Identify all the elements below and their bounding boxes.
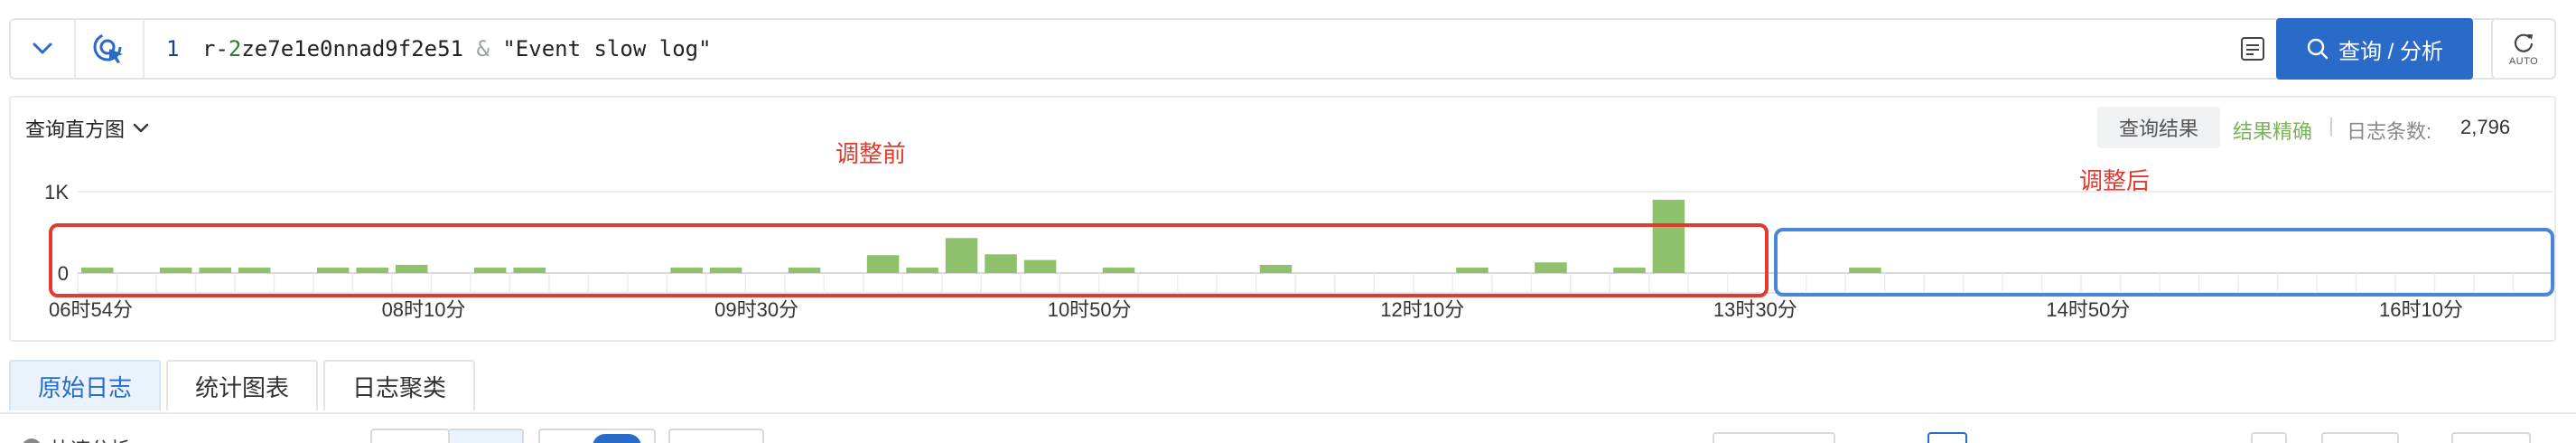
histogram-bar[interactable] (1102, 268, 1135, 273)
histogram-bar[interactable] (238, 268, 271, 273)
histogram-chart: 1K 0 06时54分 08时10分 09时30分 10时50分 12时10分 13时30分 1… (44, 181, 2554, 321)
x-tick-label: 06时54分 (49, 298, 133, 321)
query-text-suffix: "Event slow log" (489, 36, 712, 61)
radar-cursor-icon (93, 33, 123, 63)
refresh-icon (2514, 33, 2534, 52)
histogram-bar[interactable] (1535, 262, 1567, 273)
fast-analysis-toggle[interactable]: 快速分析 (22, 434, 130, 443)
view-mode-table[interactable] (370, 429, 450, 443)
histogram-bar[interactable] (316, 268, 350, 273)
page-jump-button[interactable] (2451, 432, 2531, 443)
fast-analysis-icon (22, 438, 42, 443)
tabs-divider (0, 412, 2576, 414)
x-tick-label: 10时50分 (1048, 298, 1132, 321)
query-text-prefix: r- (202, 36, 229, 61)
query-text-operator: & (476, 36, 490, 61)
histogram-bar[interactable] (985, 254, 1017, 273)
histogram-bar[interactable] (1849, 268, 1881, 273)
search-icon (2307, 38, 2329, 60)
auto-refresh-label: AUTO (2508, 56, 2539, 67)
search-analyze-button[interactable]: 查询 / 分析 (2276, 18, 2473, 80)
histogram-bar[interactable] (81, 268, 114, 273)
x-tick-label: 12时10分 (1380, 298, 1464, 321)
histogram-title-dropdown[interactable]: 查询直方图 (25, 114, 150, 143)
query-result-tab[interactable]: 查询结果 (2097, 107, 2220, 148)
sql-format-button[interactable] (2236, 34, 2269, 63)
tab-log-clustering[interactable]: 日志聚类 (323, 360, 476, 410)
histogram-bar[interactable] (1259, 265, 1293, 273)
count-separator: | (2329, 114, 2334, 137)
histogram-bar[interactable] (1023, 259, 1057, 273)
view-mode-raw[interactable] (448, 429, 524, 443)
tab-raw-logs[interactable]: 原始日志 (9, 360, 162, 410)
search-button-label: 查询 / 分析 (2338, 39, 2443, 64)
query-text-mid: ze7e1e0nnad9f2e51 (241, 36, 477, 61)
y-tick-label: 1K (44, 181, 69, 203)
histogram-bar[interactable] (1652, 200, 1685, 273)
x-tick-label: 13时30分 (1713, 298, 1797, 321)
histogram-bar[interactable] (199, 268, 231, 273)
histogram-bar[interactable] (356, 268, 388, 273)
query-line-number: 1 (166, 36, 180, 61)
histogram-bar[interactable] (788, 268, 821, 273)
result-exact-status: 结果精确 (2233, 120, 2313, 143)
logstore-select-button[interactable] (76, 20, 145, 78)
fast-analysis-label: 快速分析 (51, 434, 130, 443)
before-adjust-box (49, 223, 1769, 297)
x-tick-label: 09时30分 (714, 298, 798, 321)
x-tick-label: 16时10分 (2379, 298, 2463, 321)
histogram-bar[interactable] (1456, 268, 1489, 273)
x-tick-label: 14时50分 (2046, 298, 2130, 321)
after-adjust-box (1774, 228, 2554, 297)
query-history-dropdown[interactable] (11, 20, 76, 78)
histogram-bar[interactable] (945, 238, 978, 273)
log-count-label: 日志条数: (2347, 120, 2432, 143)
result-tabs: 原始日志 统计图表 日志聚类 (9, 360, 476, 414)
chevron-down-icon (133, 123, 149, 133)
histogram-bar[interactable] (670, 268, 703, 273)
time-sort-select[interactable] (668, 429, 764, 443)
query-bar: 1 r-2ze7e1e0nnad9f2e51 & "Event slow log… (9, 18, 2556, 80)
page-size-select[interactable] (1713, 432, 1835, 443)
y-tick-label: 0 (58, 262, 69, 285)
x-tick-label: 08时10分 (382, 298, 466, 321)
query-input[interactable]: r-2ze7e1e0nnad9f2e51 & "Event slow log" (202, 36, 712, 61)
annotation-before: 调整前 (835, 140, 907, 167)
page-jump-input[interactable] (2321, 432, 2399, 443)
histogram-title: 查询直方图 (25, 118, 126, 141)
annotation-after: 调整后 (2079, 167, 2151, 194)
page-next[interactable] (2251, 432, 2287, 443)
log-count-value: 2,796 (2460, 116, 2511, 138)
sql-icon (2241, 37, 2264, 61)
tab-statistics-chart[interactable]: 统计图表 (166, 360, 319, 410)
histogram-bar[interactable] (473, 268, 507, 273)
auto-refresh-button[interactable]: AUTO (2491, 18, 2556, 80)
histogram-bar[interactable] (159, 268, 192, 273)
page-current[interactable] (1927, 432, 1967, 443)
histogram-bar[interactable] (866, 255, 900, 273)
histogram-bar[interactable] (513, 268, 546, 273)
histogram-bar[interactable] (709, 268, 742, 273)
chevron-down-icon (33, 42, 52, 54)
wrap-toggle-switch[interactable] (593, 434, 641, 443)
histogram-bar[interactable] (1613, 268, 1646, 273)
log-toolbar: 快速分析 (0, 429, 2576, 443)
histogram-bar[interactable] (395, 265, 428, 273)
histogram-bar[interactable] (906, 268, 938, 273)
query-text-num: 2 (228, 36, 242, 61)
